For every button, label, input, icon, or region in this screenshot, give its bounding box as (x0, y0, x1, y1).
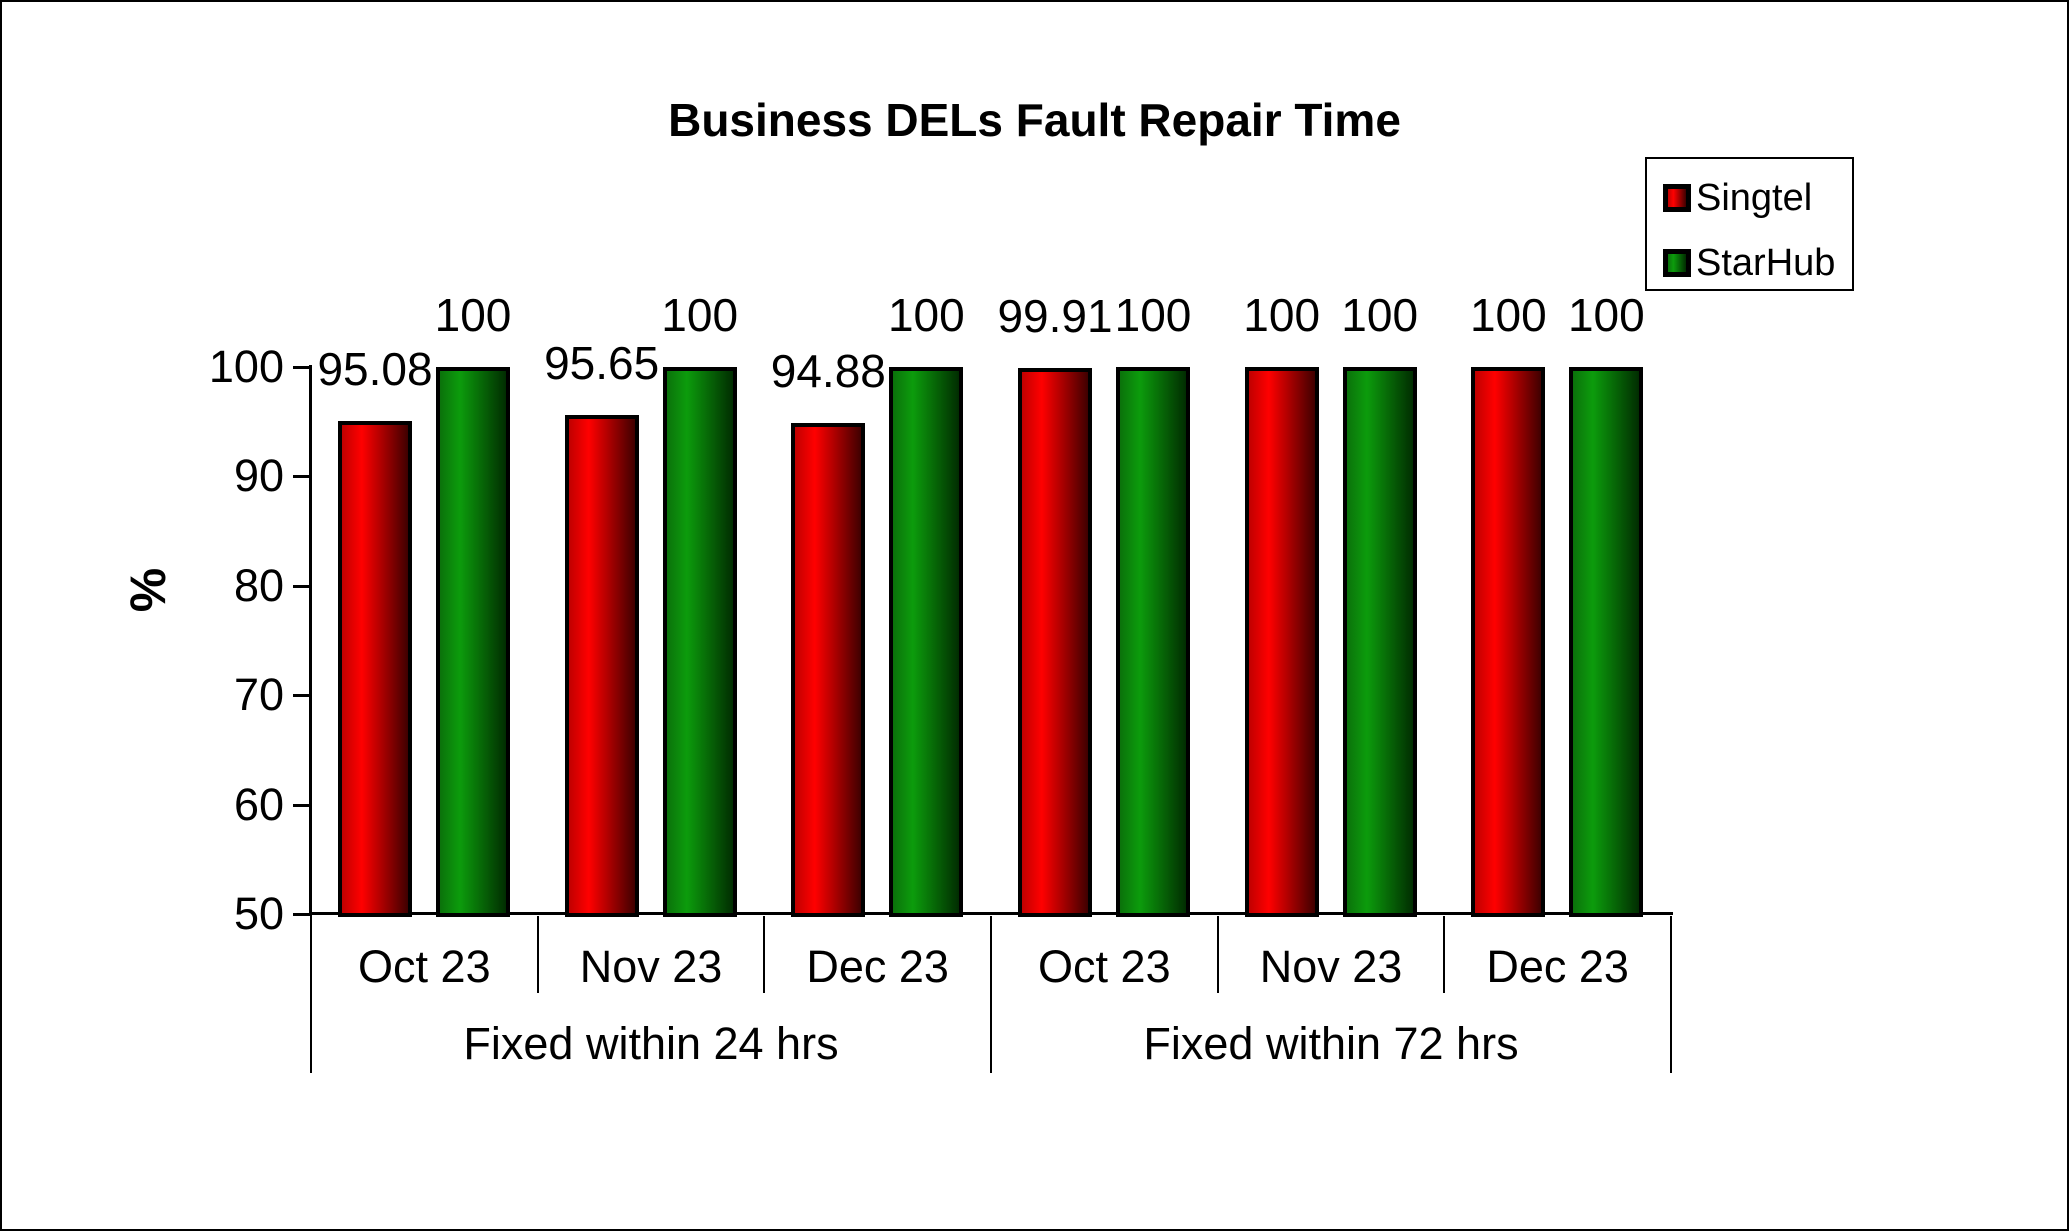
chart-title: Business DELs Fault Repair Time (668, 94, 1401, 146)
category-separator (536, 916, 539, 993)
y-axis-tick (293, 803, 310, 807)
category-separator (1216, 916, 1219, 993)
y-axis-tick (293, 475, 310, 479)
bar-singtel-2 (791, 423, 866, 917)
starhub-swatch-icon (1663, 249, 1691, 277)
category-separator (763, 916, 766, 993)
data-label-starhub-3: 100 (1114, 289, 1192, 341)
y-tick-label: 80 (233, 559, 284, 611)
data-label-starhub-2: 100 (887, 289, 965, 341)
bar-singtel-5 (1471, 367, 1546, 917)
bar-singtel-3 (1018, 367, 1092, 917)
bar-singtel-4 (1244, 367, 1319, 917)
bar-starhub-0 (436, 367, 510, 917)
x-tick-label: Dec 23 (1486, 941, 1629, 992)
y-tick-label: 90 (233, 450, 284, 502)
data-label-starhub-4: 100 (1341, 289, 1419, 341)
y-tick-label: 60 (233, 778, 284, 830)
data-label-singtel-2: 94.88 (770, 345, 886, 397)
singtel-swatch-icon (1663, 184, 1691, 212)
data-label-singtel-1: 95.65 (544, 336, 660, 389)
group-label: Fixed within 24 hrs (463, 1018, 839, 1069)
data-label-singtel-5: 100 (1469, 289, 1547, 341)
bar-starhub-3 (1116, 367, 1190, 917)
x-tick-label: Oct 23 (358, 941, 491, 992)
x-tick-label: Dec 23 (806, 941, 949, 992)
x-tick-label: Oct 23 (1038, 941, 1171, 992)
bar-singtel-0 (338, 420, 412, 917)
data-label-starhub-1: 100 (661, 289, 739, 341)
bar-singtel-1 (564, 414, 639, 917)
group-separator (1670, 916, 1672, 1073)
legend-label-starhub: StarHub (1696, 242, 1836, 284)
legend-label-singtel: Singtel (1696, 177, 1813, 219)
x-axis-line (309, 912, 1673, 915)
legend-item-singtel: Singtel (1663, 177, 1813, 219)
data-label-starhub-0: 100 (434, 289, 512, 341)
group-label: Fixed within 72 hrs (1143, 1018, 1519, 1069)
bar-starhub-5 (1569, 367, 1644, 917)
bar-starhub-4 (1342, 367, 1417, 917)
y-tick-label: 100 (208, 341, 284, 392)
data-label-singtel-3: 99.91 (997, 289, 1113, 342)
bar-starhub-2 (889, 367, 964, 917)
y-tick-label: 50 (233, 888, 284, 939)
legend-item-starhub: StarHub (1663, 242, 1836, 284)
y-axis-tick (293, 584, 310, 588)
legend-box: Singtel StarHub (1645, 157, 1854, 291)
group-separator (310, 916, 312, 1073)
data-label-singtel-4: 100 (1243, 289, 1321, 341)
y-axis-line (309, 365, 312, 916)
y-axis-tick (293, 694, 310, 698)
bar-starhub-1 (662, 367, 737, 917)
x-tick-label: Nov 23 (1259, 941, 1403, 992)
group-separator (990, 916, 992, 1073)
data-label-starhub-5: 100 (1567, 289, 1645, 341)
x-tick-label: Nov 23 (579, 941, 723, 992)
data-label-singtel-0: 95.08 (317, 342, 433, 395)
y-axis-tick (293, 366, 310, 369)
y-tick-label: 70 (233, 669, 284, 721)
category-separator (1443, 916, 1446, 993)
y-axis-tick (293, 913, 310, 916)
